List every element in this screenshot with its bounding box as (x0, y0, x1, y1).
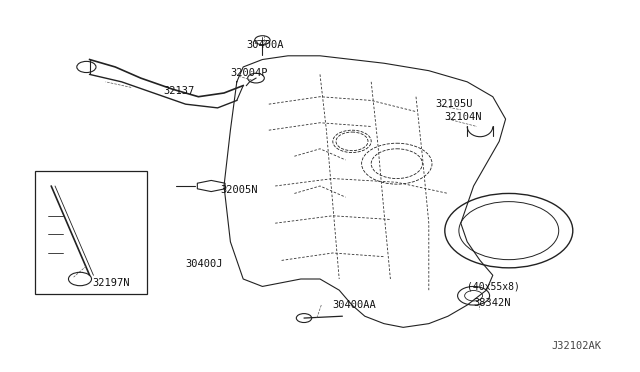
Text: 32105U: 32105U (435, 99, 473, 109)
Text: 32137: 32137 (163, 86, 195, 96)
Text: J32102AK: J32102AK (552, 341, 602, 351)
Text: 38342N: 38342N (474, 298, 511, 308)
Text: 32005N: 32005N (221, 185, 259, 195)
Circle shape (255, 36, 270, 45)
Text: 30400A: 30400A (246, 40, 284, 49)
Text: 30400J: 30400J (186, 259, 223, 269)
Text: 30400AA: 30400AA (333, 300, 376, 310)
Text: 32104N: 32104N (445, 112, 483, 122)
Text: 32004P: 32004P (230, 68, 268, 77)
Text: 32197N: 32197N (93, 278, 131, 288)
Text: (40x55x8): (40x55x8) (467, 282, 520, 291)
Circle shape (296, 314, 312, 323)
Bar (35, 171, 147, 294)
